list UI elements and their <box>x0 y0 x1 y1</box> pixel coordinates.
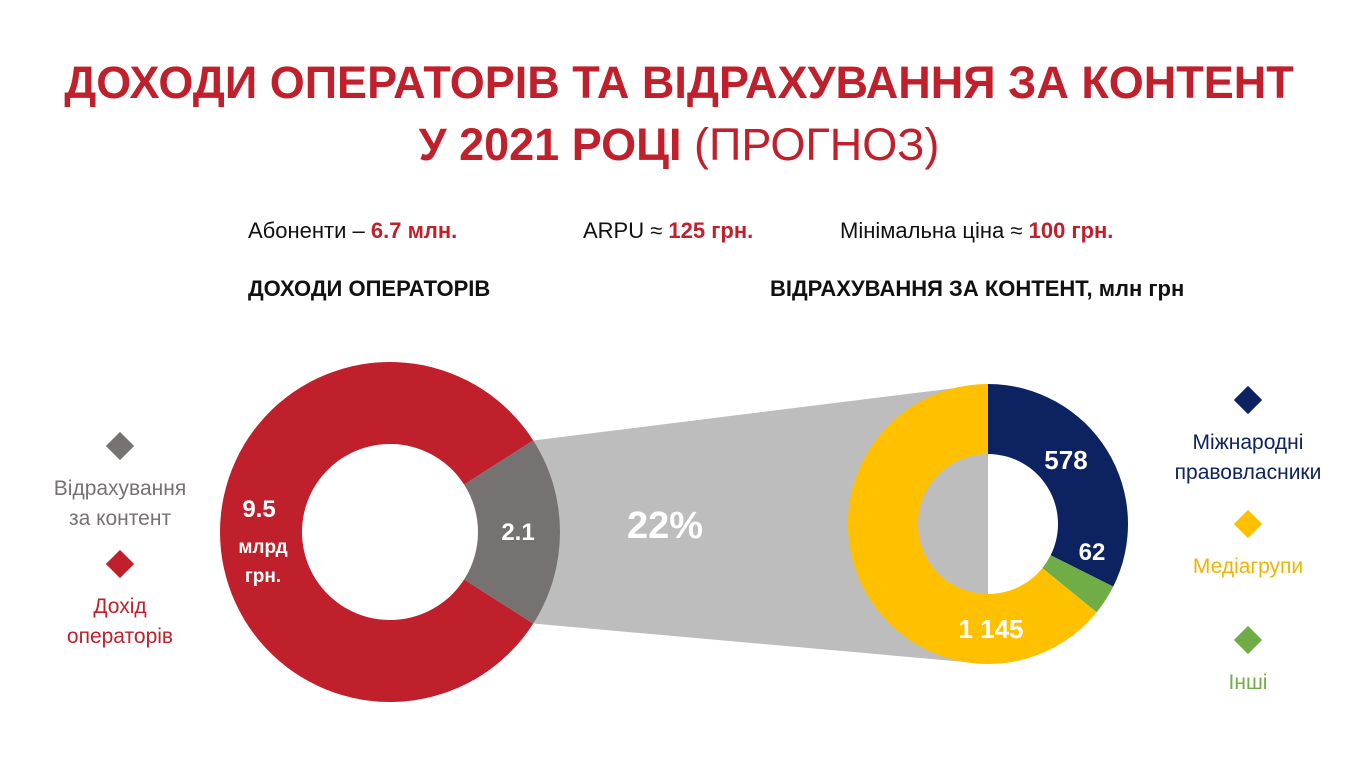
label-operators-unit-2: грн. <box>245 566 281 587</box>
legend-others-label: Інші <box>1228 671 1268 694</box>
stat-arpu-label: ARPU ≈ <box>583 218 669 243</box>
legend-deductions-label-2: за контент <box>68 507 172 530</box>
label-operators-unit-1: млрд <box>238 537 287 558</box>
stat-subscribers: Абоненти – 6.7 млн. <box>248 218 457 244</box>
legend-mediagroups-label: Медіагрупи <box>1192 555 1304 578</box>
label-deductions-value: 2.1 <box>501 519 534 546</box>
operators-donut-slice-1 <box>464 440 560 624</box>
share-label: 22% <box>627 505 703 547</box>
stat-min-price-label: Мінімальна ціна ≈ <box>840 218 1029 243</box>
legend-deductions-label-1: Відрахування <box>53 477 187 500</box>
legend-others: Інші <box>1158 625 1338 698</box>
content-deductions-donut <box>848 384 1128 665</box>
legend-operators: Дохід операторів <box>30 549 210 652</box>
legend-operators-marker <box>105 549 135 579</box>
chart-title: ДОХОДИ ОПЕРАТОРІВ ТА ВІДРАХУВАННЯ ЗА КОН… <box>0 52 1358 176</box>
title-line-1: ДОХОДИ ОПЕРАТОРІВ ТА ВІДРАХУВАННЯ ЗА КОН… <box>64 57 1294 108</box>
label-international-value: 578 <box>1044 445 1087 475</box>
label-operators-value: 9.5 <box>242 496 275 523</box>
content-donut-slice-0 <box>988 384 1128 587</box>
legend-mediagroups-marker <box>1233 509 1263 539</box>
stat-min-price-value: 100 грн. <box>1028 218 1114 243</box>
label-others-value: 62 <box>1079 539 1106 566</box>
title-line-2: У 2021 РОЦІ (ПРОГНОЗ) <box>0 114 1358 176</box>
legend-operators-label-1: Дохід <box>93 595 147 618</box>
stat-arpu-value: 125 грн. <box>668 218 754 243</box>
stat-subscribers-value: 6.7 млн. <box>370 218 458 243</box>
legend-international: Міжнародні правовласники <box>1158 385 1338 488</box>
stat-arpu: ARPU ≈ 125 грн. <box>583 218 753 244</box>
legend-international-label-1: Міжнародні <box>1192 431 1304 454</box>
right-chart-title: ВІДРАХУВАННЯ ЗА КОНТЕНТ, млн грн <box>770 276 1185 301</box>
content-donut-slice-2 <box>848 384 1097 665</box>
legend-international-label-2: правовласники <box>1174 461 1322 484</box>
title-year: У 2021 РОЦІ <box>418 119 682 170</box>
left-chart-title: ДОХОДИ ОПЕРАТОРІВ <box>248 276 491 301</box>
label-mediagroups-value: 1 145 <box>958 614 1023 644</box>
legend-international-marker <box>1233 385 1263 415</box>
stat-min-price: Мінімальна ціна ≈ 100 грн. <box>840 218 1113 244</box>
stat-subscribers-label: Абоненти – <box>248 218 371 243</box>
operators-donut-slice-0 <box>219 362 534 702</box>
legend-operators-label-2: операторів <box>66 625 174 648</box>
content-donut-slice-1 <box>1042 555 1114 613</box>
legend-deductions-marker <box>105 431 135 461</box>
legend-mediagroups: Медіагрупи <box>1158 509 1338 582</box>
legend-others-marker <box>1233 625 1263 655</box>
operators-income-donut <box>219 362 560 702</box>
legend-deductions: Відрахування за контент <box>30 431 210 534</box>
title-forecast: (ПРОГНОЗ) <box>694 119 940 170</box>
